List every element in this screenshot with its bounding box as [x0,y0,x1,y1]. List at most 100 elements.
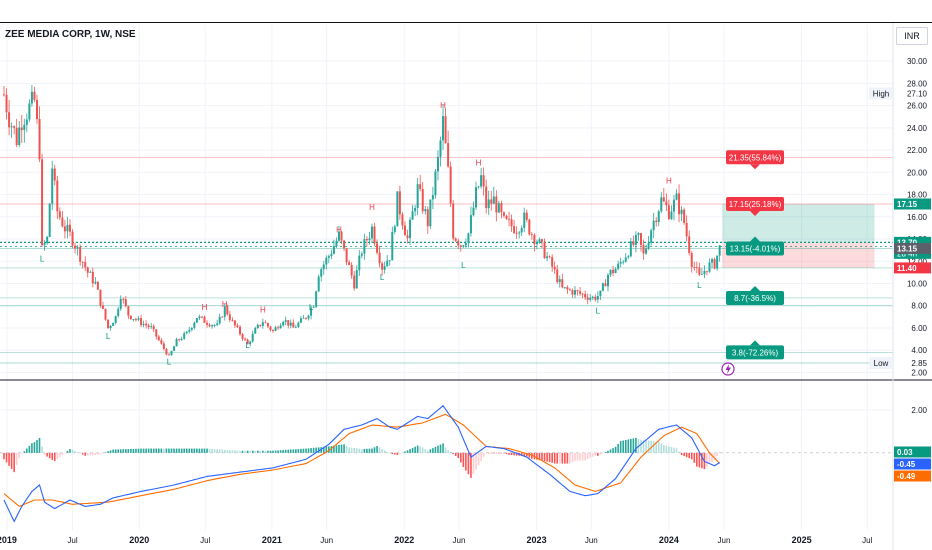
level-label: 21.35(55.84%) [726,150,784,170]
candle-body [157,336,160,341]
candle-body [360,253,363,256]
histogram-bar [262,450,264,453]
histogram-bar [401,452,404,454]
candle-body [231,319,234,321]
histogram-bar [429,449,432,453]
candle-body [665,201,668,206]
candle-body [84,261,87,268]
marker-value: 2.85 [911,359,927,368]
symbol-title[interactable]: ZEE MEDIA CORP, 1W, NSE [5,29,136,40]
price-tick-label: 12.00 [907,257,928,266]
histogram-bar [673,447,675,453]
histogram-bar [300,448,302,453]
histogram-bar [244,450,246,453]
candle-body [76,247,79,249]
candle-body [589,297,592,300]
lightning-icon[interactable] [721,362,735,376]
candle-body [15,127,18,146]
candle-body [398,191,401,215]
histogram-bar [361,449,363,453]
candle-body [586,297,589,300]
histogram-bar [462,452,465,467]
badge-text: 11.40 [897,264,917,273]
macd-line [3,404,720,523]
histogram-bar [315,447,317,453]
candle-body [241,334,244,339]
candle-body [660,197,663,212]
histogram-bar [31,443,33,453]
candle-body [79,247,82,262]
badge-text: 13.15 [897,244,918,253]
histogram-bar [114,449,117,453]
toolbar-divider [0,22,932,23]
histogram-bar [249,450,251,453]
histogram-bar [383,450,386,453]
macd-badge-bg [894,446,931,458]
candle-body [373,226,376,244]
candle-body [345,248,348,263]
histogram-bar [122,449,125,453]
candle-body [71,231,74,246]
histogram-bar [48,452,51,459]
candle-body [652,220,655,231]
candle-body [452,203,455,239]
candle-body [226,306,229,315]
candle-body [637,233,640,236]
time-tick-label: 2023 [527,535,547,545]
histogram-bar [411,447,414,453]
histogram-bar [416,445,419,453]
candle-body [469,215,472,234]
histogram-bar [668,446,670,453]
candle-body [388,260,391,262]
histogram-bar [536,452,538,460]
pivot-label: L [380,273,385,282]
candle-body [178,339,181,340]
grid [0,25,893,530]
candle-body [431,195,434,200]
histogram-bar [442,443,444,453]
candle-body [363,239,366,254]
candle-body [480,175,483,187]
candle-body [160,340,163,344]
candle-body [279,325,282,329]
histogram-bar [589,452,592,458]
histogram-bar [160,448,163,453]
histogram-bar [424,448,427,453]
candle-body [132,319,135,320]
candle-body [599,290,602,296]
histogram-bar [102,452,104,454]
candle-body [535,242,538,245]
candle-body [708,262,711,272]
histogram-bar [277,450,279,453]
candle-body [538,239,541,243]
candle-body [442,116,445,141]
time-tick-label: 2024 [659,535,679,545]
candle-body [119,299,122,309]
signal-line [3,413,721,508]
histogram-bar [538,452,541,461]
candle-body [30,91,33,104]
histogram-bar [698,452,701,468]
lightning-icon-bolt [725,364,731,374]
histogram-bar [604,452,607,453]
candle-body [91,271,94,284]
histogram-bar [373,447,376,453]
histogram-bar [74,450,76,453]
histogram-bar [711,452,713,463]
level-label: 17.15(25.18%) [726,196,784,216]
candle-body [477,186,480,188]
candle-body [254,328,257,334]
histogram-bar [86,452,89,456]
histogram-bar [434,446,437,453]
marker-value: 27.10 [907,89,928,98]
histogram-bar [503,452,505,454]
time-axis: 2019 Jul 2020 Jul 2021 Jun 2022 Jun 2023 Jun 2024 J… [0,535,873,545]
histogram-bar [196,448,198,453]
histogram-bar [330,446,333,453]
currency-button[interactable]: INR [896,27,928,45]
histogram-bar [99,452,102,455]
histogram-bar [325,446,328,453]
candle-body [56,180,59,212]
candle-body [68,224,71,232]
